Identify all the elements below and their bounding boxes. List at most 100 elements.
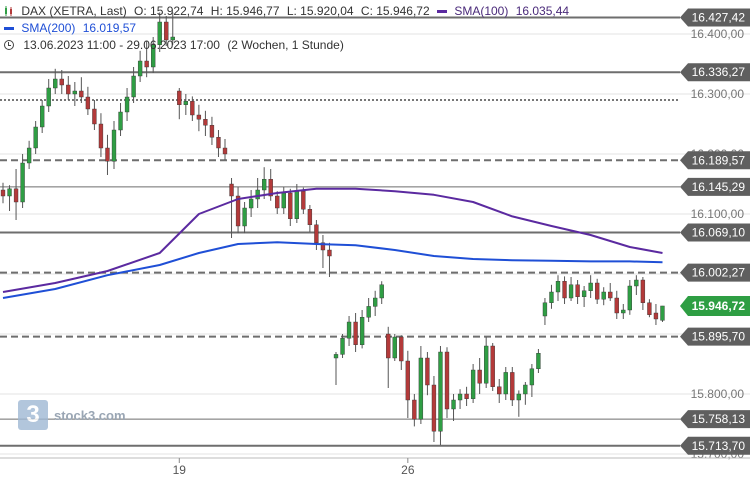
candle-body — [137, 60, 143, 77]
candle-body — [359, 317, 365, 346]
level-tag — [680, 8, 750, 27]
y-axis-tick-labels: 16.400,0016.300,0016.200,0016.100,0016.0… — [691, 27, 745, 461]
legend-ohlc: DAX (XETRA, Last) O: 15.922,74 H: 15.946… — [4, 4, 573, 18]
sma100-value: 16.035,44 — [515, 4, 570, 18]
candle-body — [320, 242, 326, 251]
candle-body — [66, 84, 71, 95]
last-price-label: 15.946,72 — [692, 299, 746, 313]
candle-body — [634, 279, 639, 287]
level-tag — [680, 263, 750, 282]
candle-body — [640, 279, 646, 303]
candle-body — [53, 78, 58, 89]
candle-body — [438, 351, 443, 432]
candle-body — [444, 351, 450, 410]
sma200-swatch — [4, 27, 14, 31]
y-tick-label: 15.800,00 — [691, 387, 745, 401]
legend-period: 13.06.2023 11:00 - 29.06.2023 17:00 (2 W… — [4, 38, 348, 52]
candle-body — [301, 190, 306, 210]
candle-body — [451, 399, 456, 410]
candle-body — [608, 291, 613, 299]
candle-body — [392, 336, 397, 359]
ohlc-high: H: 15.946,77 — [210, 4, 280, 18]
candle-body — [235, 195, 241, 227]
sma200-name: SMA(200) — [21, 21, 76, 35]
level-tag-label: 15.713,70 — [692, 439, 746, 453]
candle-body — [111, 129, 117, 162]
candle-body — [542, 302, 548, 317]
candle-body — [457, 393, 463, 401]
candle-body — [327, 249, 332, 257]
candle-body — [79, 90, 84, 98]
candle-body — [477, 369, 482, 384]
candlesticks — [0, 12, 665, 445]
candle-body — [268, 178, 273, 197]
candle-body — [229, 183, 234, 197]
candle-body — [314, 224, 319, 244]
x-tick-label: 19 — [173, 463, 187, 477]
candle-body — [549, 291, 554, 304]
grid-lines — [0, 33, 750, 455]
candle-body — [177, 90, 182, 106]
candle-body — [118, 111, 123, 131]
candle-body — [346, 321, 352, 339]
candle-body — [425, 357, 430, 386]
candle-body — [627, 285, 632, 311]
candle-body — [464, 393, 469, 400]
candle-body — [124, 96, 130, 113]
ohlc-open: O: 15.922,74 — [134, 4, 204, 18]
level-tag — [680, 223, 750, 242]
candle-body — [588, 282, 593, 292]
level-tag — [680, 410, 750, 429]
legend-sma200: SMA(200) 16.019,57 — [4, 21, 140, 35]
candle-body — [536, 353, 541, 370]
last-price-tag — [680, 295, 750, 316]
candle-body — [209, 124, 215, 138]
price-tags: 16.427,42 16.336,27 16.189,57 16.145,29 16.0… — [680, 8, 750, 455]
logo-text: stock3.com — [54, 407, 126, 423]
candle-body — [405, 360, 410, 401]
candle-body — [399, 336, 404, 362]
candle-body — [581, 290, 587, 297]
level-tag-label: 16.002,27 — [692, 266, 746, 280]
instrument-name: DAX (XETRA, Last) — [21, 4, 127, 18]
candle-body — [281, 192, 286, 209]
candle-body — [26, 147, 32, 164]
candle-body — [294, 190, 299, 219]
candle-body — [470, 369, 476, 399]
y-tick-label: 16.400,00 — [691, 27, 745, 41]
sma200-value: 16.019,57 — [82, 21, 137, 35]
moving-averages — [2, 187, 663, 299]
level-tag-label: 16.069,10 — [692, 226, 746, 240]
candle-body — [555, 281, 561, 293]
candle-body — [164, 21, 169, 41]
candlestick-icon — [4, 5, 14, 16]
candle-body — [647, 302, 652, 315]
stock3-logo: 3 stock3.com — [18, 400, 126, 430]
level-tag — [680, 436, 750, 455]
candle-body — [340, 338, 345, 355]
level-tag — [680, 327, 750, 346]
candle-body — [242, 207, 247, 227]
sma100-name: SMA(100) — [454, 4, 509, 18]
candle-body — [222, 147, 228, 155]
candle-body — [621, 309, 626, 314]
level-tag-label: 16.336,27 — [692, 65, 746, 79]
candle-body — [510, 372, 515, 401]
candle-body — [373, 297, 378, 307]
candle-body — [248, 198, 254, 209]
sma100-swatch — [436, 10, 447, 14]
candle-body — [412, 399, 417, 420]
candle-body — [59, 78, 64, 86]
candle-body — [529, 368, 535, 386]
candle-body — [614, 297, 619, 314]
candle-body — [190, 100, 195, 116]
x-tick-label: 26 — [401, 463, 415, 477]
candle-body — [98, 123, 104, 149]
candle-body — [72, 90, 77, 95]
candle-body — [183, 100, 188, 105]
candle-body — [7, 188, 12, 197]
candle-body — [503, 372, 508, 395]
candle-body — [653, 312, 659, 320]
level-tag — [680, 151, 750, 170]
ohlc-close: C: 15.946,72 — [360, 4, 430, 18]
